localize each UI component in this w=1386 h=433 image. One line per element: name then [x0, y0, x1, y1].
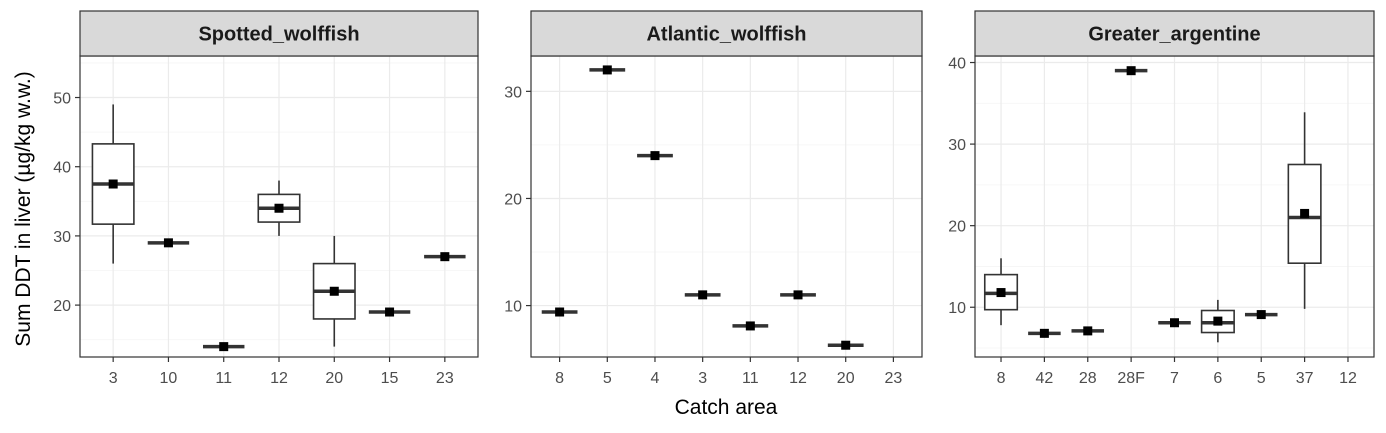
box-15	[368, 307, 411, 317]
mean-point	[1213, 316, 1223, 326]
box-28	[1071, 326, 1105, 336]
mean-point	[1126, 66, 1136, 76]
y-tick-label: 50	[53, 91, 71, 108]
strip-background	[530, 10, 923, 57]
strip-background	[79, 10, 479, 57]
y-tick-label: 20	[53, 298, 71, 315]
mean-point	[108, 179, 118, 189]
x-tick-label: 12	[789, 370, 807, 387]
box-12	[780, 290, 816, 300]
x-tick-label: 5	[1257, 370, 1266, 387]
x-tick-label: 20	[325, 370, 343, 387]
mean-point	[650, 151, 660, 161]
x-tick-label: 6	[1213, 370, 1222, 387]
box-8	[983, 258, 1019, 326]
y-axis-title: Sum DDT in liver (µg/kg w.w.)	[12, 71, 35, 346]
mean-point	[698, 290, 708, 300]
box-28F	[1114, 66, 1148, 76]
x-tick-label: 11	[215, 370, 232, 387]
mean-point	[440, 252, 450, 262]
x-tick-label: 3	[698, 370, 707, 387]
mean-point	[602, 65, 612, 75]
x-tick-label: 5	[603, 370, 612, 387]
mean-point	[274, 203, 284, 213]
x-tick-label: 28	[1079, 370, 1097, 387]
y-tick-label: 40	[948, 56, 966, 73]
x-tick-label: 8	[997, 370, 1006, 387]
panel-title: Atlantic_wolffish	[646, 24, 806, 46]
x-tick-label: 20	[837, 370, 855, 387]
x-tick-label: 10	[160, 370, 178, 387]
box-20	[827, 340, 864, 350]
strip-background	[974, 10, 1375, 57]
x-tick-label: 28F	[1117, 370, 1145, 387]
box-5	[1244, 310, 1278, 320]
box-23	[424, 252, 466, 262]
mean-point	[1300, 208, 1310, 218]
box-11	[202, 342, 245, 352]
mean-point	[1170, 318, 1179, 328]
y-tick-label: 40	[53, 160, 71, 177]
x-tick-label: 7	[1170, 370, 1179, 387]
x-tick-label: 12	[1339, 370, 1357, 387]
x-tick-label: 23	[884, 370, 902, 387]
panel-2: Greater_argentine 10 20 30 40 8 42 28 28F 7 6 5 37 12	[948, 10, 1375, 387]
box-11	[732, 321, 769, 331]
x-tick-label: 4	[651, 370, 660, 387]
x-tick-label: 37	[1296, 370, 1314, 387]
x-axis-title: Catch area	[675, 396, 778, 419]
mean-point	[385, 307, 395, 317]
box-42	[1028, 328, 1061, 338]
y-tick-label: 30	[53, 229, 71, 246]
mean-point	[793, 290, 803, 300]
mean-point	[1083, 326, 1093, 336]
box-37	[1287, 112, 1322, 309]
mean-point	[996, 288, 1006, 298]
box-12	[257, 180, 301, 236]
mean-point	[163, 238, 173, 248]
mean-point	[555, 307, 565, 317]
box-10	[147, 238, 190, 248]
y-tick-label: 10	[504, 299, 522, 316]
x-tick-label: 23	[436, 370, 454, 387]
box-4	[637, 151, 673, 161]
mean-point	[1039, 328, 1049, 338]
box-3	[684, 290, 721, 300]
x-tick-label: 12	[270, 370, 288, 387]
x-tick-label: 8	[555, 370, 564, 387]
y-tick-label: 20	[948, 219, 966, 236]
box-7	[1158, 318, 1191, 328]
x-tick-label: 3	[109, 370, 118, 387]
mean-point	[841, 340, 851, 350]
panel-background	[531, 56, 922, 357]
mean-point	[745, 321, 755, 331]
mean-point	[329, 286, 339, 296]
x-tick-label: 11	[742, 370, 759, 387]
box-3	[91, 104, 135, 264]
box-6	[1200, 299, 1235, 343]
mean-point	[219, 342, 229, 352]
x-tick-label: 42	[1035, 370, 1053, 387]
box-5	[589, 65, 626, 75]
panel-0: Spotted_wolffish 20 30 40 50 3 10 11 12 20 15 23	[53, 10, 479, 387]
box-8	[541, 307, 578, 317]
mean-point	[1256, 310, 1266, 320]
y-tick-label: 10	[948, 300, 966, 317]
panel-title: Spotted_wolffish	[198, 24, 359, 46]
box-20	[312, 235, 356, 347]
y-tick-label: 30	[948, 137, 966, 154]
x-tick-label: 15	[381, 370, 399, 387]
panel-title: Greater_argentine	[1088, 24, 1260, 46]
panel-1: Atlantic_wolffish 10 20 30 8 5 4 3 11 12 20 23	[504, 10, 923, 387]
y-tick-label: 30	[504, 84, 522, 101]
y-tick-label: 20	[504, 191, 522, 208]
